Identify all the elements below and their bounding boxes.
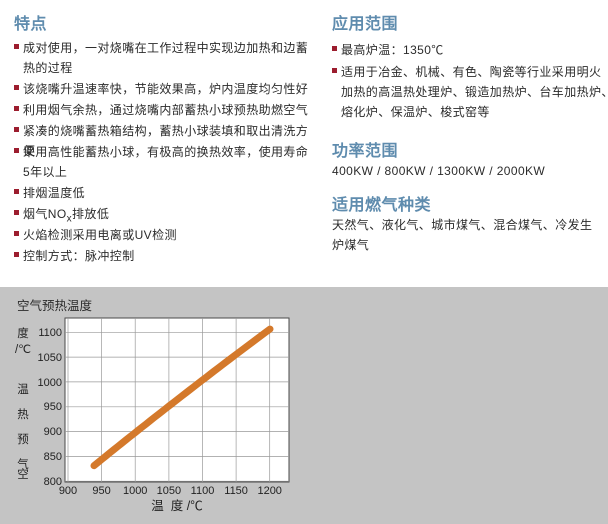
svg-text:1200: 1200 [257, 485, 281, 497]
svg-text:950: 950 [92, 485, 110, 497]
svg-text:1150: 1150 [224, 485, 248, 497]
svg-text:850: 850 [44, 451, 62, 463]
svg-text:1100: 1100 [191, 485, 215, 497]
svg-text:1050: 1050 [157, 485, 181, 497]
svg-text:900: 900 [44, 426, 62, 438]
svg-text:900: 900 [59, 485, 77, 497]
svg-text:1000: 1000 [38, 377, 62, 389]
svg-text:1050: 1050 [38, 352, 62, 364]
svg-text:度: 度 [17, 326, 29, 340]
svg-text:空: 空 [17, 467, 29, 481]
svg-text:1000: 1000 [123, 485, 147, 497]
svg-text:/℃: /℃ [15, 344, 31, 356]
svg-text:预: 预 [17, 433, 29, 446]
svg-text:热: 热 [17, 408, 29, 421]
svg-text:温: 温 [17, 382, 29, 396]
svg-text:1100: 1100 [38, 327, 62, 339]
svg-text:温 度 /℃: 温 度 /℃ [151, 498, 202, 513]
svg-text:950: 950 [44, 401, 62, 413]
